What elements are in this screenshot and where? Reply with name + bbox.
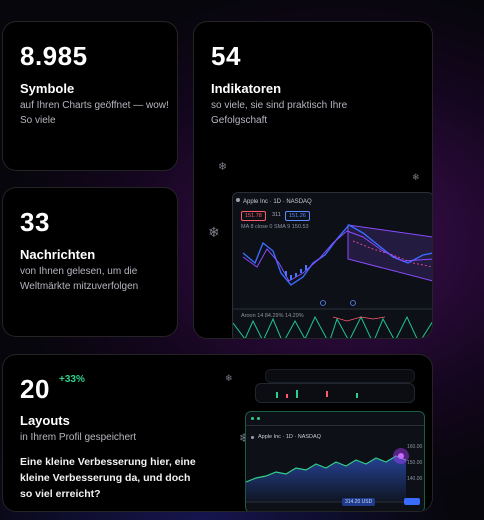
price-chart-svg bbox=[233, 224, 432, 338]
stat-card-layouts: 20 +33% Layouts in Ihrem Profil gespeich… bbox=[2, 354, 433, 512]
window-dot-icon bbox=[251, 417, 254, 420]
layout-window-back-1 bbox=[255, 383, 415, 403]
spread-value: 311 bbox=[272, 212, 281, 218]
layouts-count: 20 bbox=[20, 374, 50, 404]
axis-label-top: 160.00 bbox=[407, 444, 423, 450]
layout-window-back-2 bbox=[265, 369, 415, 383]
symbols-count: 8.985 bbox=[20, 41, 88, 71]
indicators-title: Indikatoren bbox=[211, 81, 282, 96]
ma-indicator-label: MA 8 close 0 SMA 9 150.53 bbox=[241, 224, 309, 230]
stat-card-news: 33 Nachrichten von Ihnen gelesen, um die… bbox=[2, 187, 178, 337]
snowflake-icon: ❄ bbox=[412, 172, 420, 182]
indicator-chart-preview: Apple Inc · 1D · NASDAQ 151.78 311 151.2… bbox=[232, 192, 432, 338]
buy-price: 151.26 bbox=[285, 211, 310, 221]
bell-icon bbox=[251, 436, 254, 439]
stat-card-symbols: 8.985 Symbole auf Ihren Charts geöffnet … bbox=[2, 21, 178, 171]
axis-label-low: 140.00 bbox=[407, 476, 423, 482]
footer-price-tag bbox=[404, 498, 420, 505]
snowflake-icon: ❄ bbox=[218, 161, 228, 173]
window-dot-icon bbox=[257, 417, 260, 420]
symbols-title: Symbole bbox=[20, 81, 75, 96]
symbols-desc: auf Ihren Charts geöffnet — wow! So viel… bbox=[20, 100, 169, 126]
news-title: Nachrichten bbox=[20, 247, 96, 262]
stat-card-indicators: 54 Indikatoren so viele, sie sind prakti… bbox=[193, 21, 433, 339]
footer-price-badge: 314.20 USD bbox=[342, 498, 376, 506]
layouts-note: Eine kleine Verbesserung hier, eine klei… bbox=[20, 456, 196, 500]
aroon-indicator-label: Aroon 14 84.29% 14.29% bbox=[241, 313, 304, 319]
axis-label-mid: 150.00 bbox=[407, 460, 423, 466]
snowflake-icon: ❄ bbox=[239, 431, 249, 445]
news-desc: von Ihnen gelesen, um die Weltmärkte mit… bbox=[20, 266, 139, 292]
news-count: 33 bbox=[20, 207, 50, 237]
layouts-growth-badge: +33% bbox=[59, 374, 85, 385]
layouts-desc: in Ihrem Profil gespeichert bbox=[20, 432, 137, 443]
chart2-symbol-header: Apple Inc · 1D · NASDAQ bbox=[258, 434, 321, 440]
chart-symbol-header: Apple Inc · 1D · NASDAQ bbox=[243, 199, 312, 205]
indicators-desc: so viele, sie sind praktisch Ihre Gefolg… bbox=[211, 100, 348, 126]
bell-icon bbox=[236, 198, 240, 202]
snowflake-icon: ❄ bbox=[225, 373, 233, 383]
area-chart-svg bbox=[246, 448, 409, 503]
indicators-count: 54 bbox=[211, 41, 241, 71]
mini-candles-svg bbox=[276, 390, 358, 398]
snowflake-icon: ❄ bbox=[208, 224, 220, 240]
sell-price: 151.78 bbox=[241, 211, 266, 221]
layout-chart-preview: Apple Inc · 1D · NASDAQ 160.00 150.00 14… bbox=[245, 411, 425, 511]
layouts-title: Layouts bbox=[20, 413, 70, 428]
